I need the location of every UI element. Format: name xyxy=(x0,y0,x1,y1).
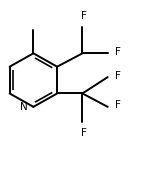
Text: F: F xyxy=(115,100,121,110)
Text: F: F xyxy=(115,71,121,81)
Text: F: F xyxy=(81,128,87,138)
Text: F: F xyxy=(81,11,87,21)
Text: F: F xyxy=(115,47,121,57)
Text: N: N xyxy=(20,102,27,112)
